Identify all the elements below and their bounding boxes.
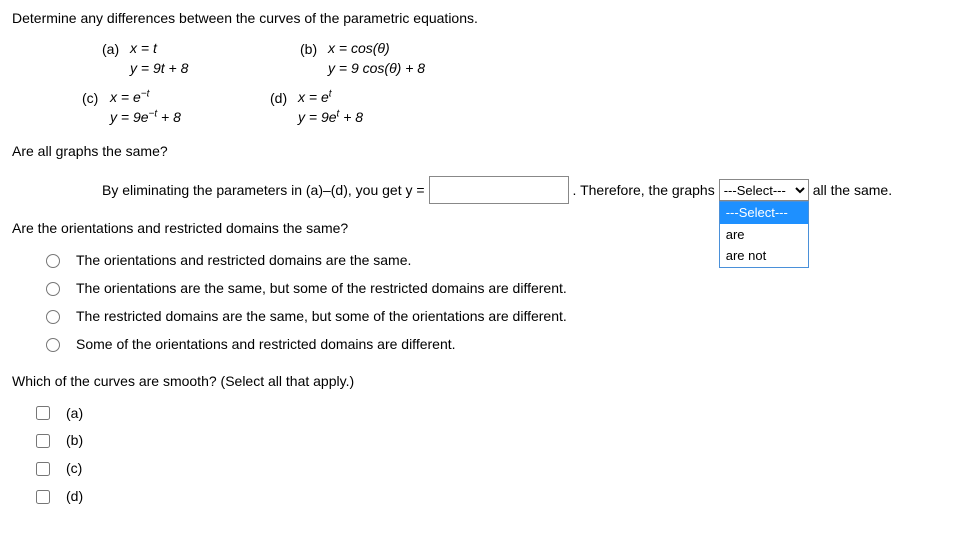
smooth-label-a: (a) xyxy=(66,402,83,426)
question-all-same: Are all graphs the same? xyxy=(12,141,959,162)
orientation-options: The orientations and restricted domains … xyxy=(46,249,959,356)
y-equals-input[interactable] xyxy=(429,176,569,204)
equation-row-2: (c) x = e−t y = 9e−t + 8 (d) x = et y = … xyxy=(82,88,959,127)
smooth-check-b[interactable] xyxy=(36,434,50,448)
orient-label-2: The orientations are the same, but some … xyxy=(76,277,567,301)
orient-radio-1[interactable] xyxy=(46,254,60,268)
orient-opt-1[interactable]: The orientations and restricted domains … xyxy=(46,249,959,273)
smooth-label-c: (c) xyxy=(66,457,82,481)
eq-b-x: x = cos(θ) xyxy=(328,39,498,59)
orient-opt-2[interactable]: The orientations are the same, but some … xyxy=(46,277,959,301)
orient-label-3: The restricted domains are the same, but… xyxy=(76,305,567,329)
eq-b-y: y = 9 cos(θ) + 8 xyxy=(328,59,498,79)
equation-d: (d) x = et y = 9et + 8 xyxy=(270,88,468,127)
orient-opt-4[interactable]: Some of the orientations and restricted … xyxy=(46,333,959,357)
equation-b: (b) x = cos(θ) y = 9 cos(θ) + 8 xyxy=(300,39,498,78)
orient-radio-3[interactable] xyxy=(46,310,60,324)
eq-a-x: x = t xyxy=(130,39,300,59)
smooth-label-d: (d) xyxy=(66,485,83,509)
eq-c-x: x = e−t xyxy=(110,88,270,108)
orient-label-1: The orientations and restricted domains … xyxy=(76,249,411,273)
orient-radio-4[interactable] xyxy=(46,338,60,352)
smooth-check-c[interactable] xyxy=(36,462,50,476)
equation-c: (c) x = e−t y = 9e−t + 8 xyxy=(82,88,270,127)
orient-opt-3[interactable]: The restricted domains are the same, but… xyxy=(46,305,959,329)
smooth-label-b: (b) xyxy=(66,429,83,453)
equation-row-1: (a) x = t y = 9t + 8 (b) x = cos(θ) y = … xyxy=(102,39,959,78)
equation-a: (a) x = t y = 9t + 8 xyxy=(102,39,300,78)
elim-text-pre: By eliminating the parameters in (a)–(d)… xyxy=(102,180,425,201)
smooth-options: (a) (b) (c) (d) xyxy=(36,402,959,509)
select-option-placeholder[interactable]: ---Select--- xyxy=(720,202,808,224)
eq-d-y: y = 9et + 8 xyxy=(298,108,468,128)
are-arenot-select[interactable]: ---Select--- ⌄ xyxy=(719,179,809,201)
select-option-are[interactable]: are xyxy=(720,224,808,246)
smooth-check-a[interactable] xyxy=(36,406,50,420)
label-d: (d) xyxy=(270,88,298,109)
smooth-opt-d[interactable]: (d) xyxy=(36,485,959,509)
eq-d-x: x = et xyxy=(298,88,468,108)
label-b: (b) xyxy=(300,39,328,60)
elimination-row: By eliminating the parameters in (a)–(d)… xyxy=(102,176,959,204)
label-c: (c) xyxy=(82,88,110,109)
smooth-opt-b[interactable]: (b) xyxy=(36,429,959,453)
question-prompt: Determine any differences between the cu… xyxy=(12,8,959,29)
orient-radio-2[interactable] xyxy=(46,282,60,296)
eq-a-y: y = 9t + 8 xyxy=(130,59,300,79)
smooth-opt-c[interactable]: (c) xyxy=(36,457,959,481)
label-a: (a) xyxy=(102,39,130,60)
question-smooth: Which of the curves are smooth? (Select … xyxy=(12,371,959,392)
smooth-opt-a[interactable]: (a) xyxy=(36,402,959,426)
select-option-arenot[interactable]: are not xyxy=(720,245,808,267)
eq-c-y: y = 9e−t + 8 xyxy=(110,108,270,128)
select-dropdown: ---Select--- are are not xyxy=(719,201,809,268)
tail-text: all the same. xyxy=(813,180,892,201)
question-orientations: Are the orientations and restricted doma… xyxy=(12,218,959,239)
therefore-text: . Therefore, the graphs xyxy=(573,180,715,201)
smooth-check-d[interactable] xyxy=(36,490,50,504)
orient-label-4: Some of the orientations and restricted … xyxy=(76,333,456,357)
